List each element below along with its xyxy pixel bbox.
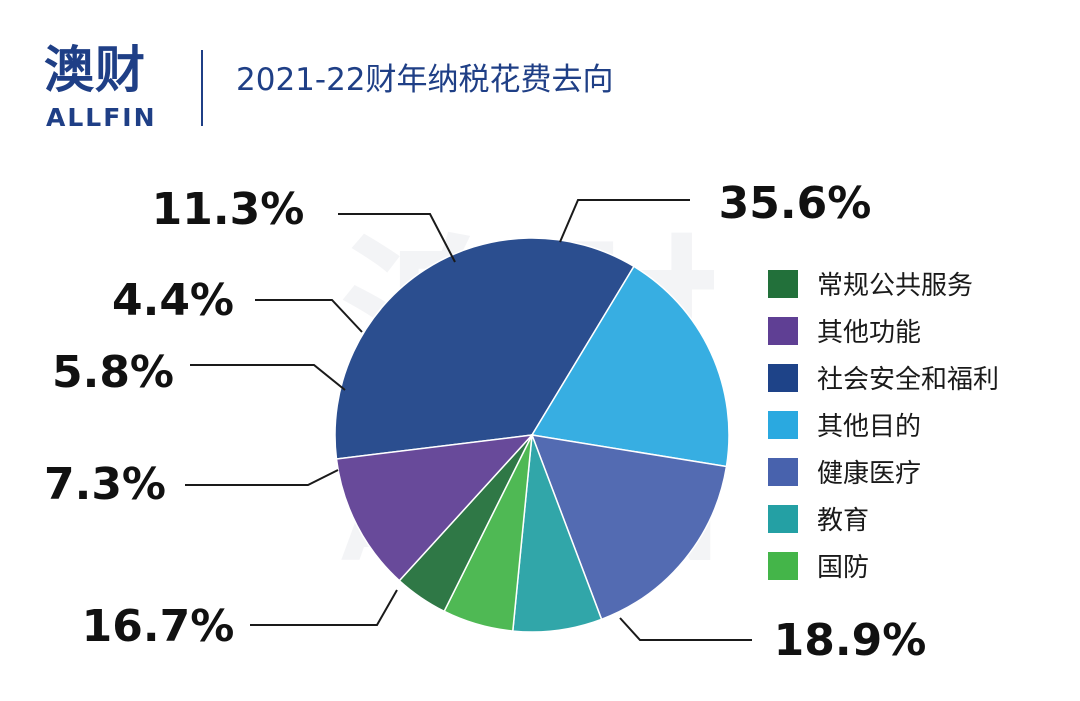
pie-slice [530,434,728,621]
legend-label: 常规公共服务 [817,271,973,301]
leader-line [185,469,339,486]
legend-item: 常规公共服务 [768,270,973,301]
legend-swatch [768,270,798,298]
legend-label: 其他目的 [817,412,921,442]
legend-swatch [768,458,798,486]
pie-slices [334,237,730,633]
legend-item: 国防 [768,552,869,583]
leader-line [190,364,346,391]
leader-line [619,617,752,641]
legend-label: 健康医疗 [817,459,921,489]
legend-item: 社会安全和福利 [768,364,999,395]
slice-data-label: 5.8% [52,347,174,398]
slice-data-label: 18.9% [774,615,927,666]
pie-slice [530,265,730,468]
slice-data-label: 35.6% [719,178,872,229]
slice-data-label: 11.3% [152,184,305,235]
legend-swatch [768,552,798,580]
leader-line [559,199,690,243]
pie-slice [335,434,534,582]
leader-line [338,213,456,263]
chart-title: 2021-22财年纳税花费去向 [236,62,614,98]
brand-name-cn: 澳财 [44,41,146,99]
legend-label: 社会安全和福利 [817,365,999,395]
legend-swatch [768,364,798,392]
header-divider [201,50,203,126]
legend-swatch [768,505,798,533]
legend-item: 教育 [768,505,869,536]
legend-item: 健康医疗 [768,458,921,489]
leader-line [255,299,363,333]
slice-data-label: 7.3% [44,459,166,510]
legend-item: 其他目的 [768,411,921,442]
slice-data-label: 4.4% [112,275,234,326]
leader-lines [185,199,752,641]
legend-label: 其他功能 [817,318,921,348]
slice-labels: 35.6% 18.9% 16.7% 7.3% 5.8% 4.4% 11.3% [44,178,926,666]
brand-name-en: ALLFIN [46,103,157,132]
legend-swatch [768,411,798,439]
leader-line [250,589,398,626]
legend-swatch [768,317,798,345]
pie-slice [334,237,635,460]
legend-label: 教育 [817,506,869,536]
legend-item: 其他功能 [768,317,921,348]
legend-label: 国防 [817,553,869,583]
brand-logo: 澳财 ALLFIN [44,40,164,132]
slice-data-label: 16.7% [82,601,235,652]
